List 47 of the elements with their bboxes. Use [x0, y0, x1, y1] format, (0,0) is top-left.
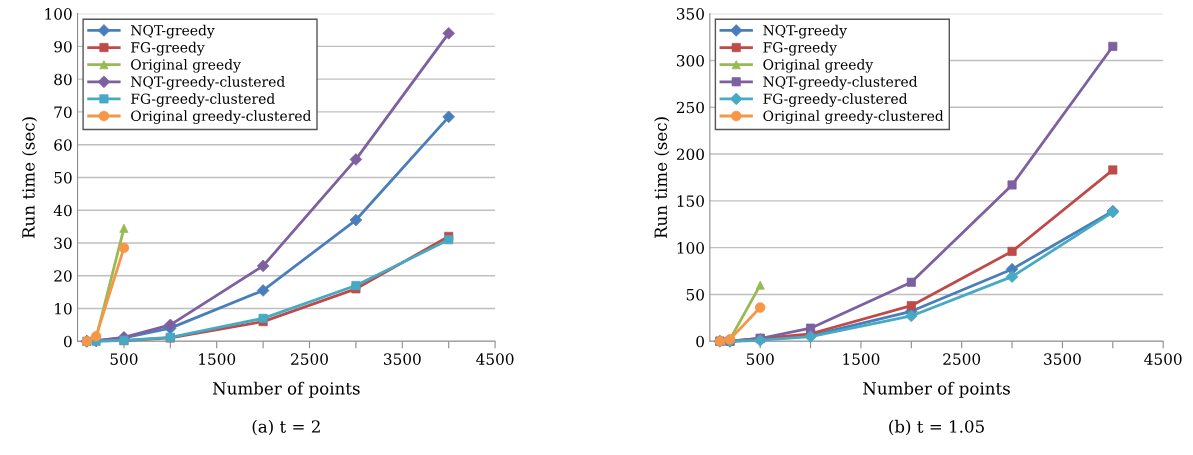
legend-label: FG-greedy-clustered [131, 93, 275, 107]
legend-label: NQT-greedy [131, 24, 215, 39]
y-tick-label: 90 [54, 40, 72, 53]
y-tick-label: 40 [53, 204, 72, 217]
y-tick-label: 30 [54, 237, 72, 249]
x-tick-label: 4500 [1144, 353, 1182, 365]
legend-label: Original greedy [131, 58, 241, 73]
x-axis-title: Number of points [212, 381, 360, 398]
legend-label: FG-greedy-clustered [763, 93, 908, 107]
x-tick-label: 4500 [476, 353, 514, 365]
y-tick-label: 350 [676, 8, 704, 20]
legend-label: FG-greedy [131, 41, 205, 56]
legend-label: NQT-greedy-clustered [763, 76, 918, 90]
y-tick-label: 100 [677, 242, 704, 254]
text: (b) t = 1.05 [889, 419, 984, 436]
legend-label: FG-greedy [763, 41, 837, 56]
y-axis-title: Run time (sec) [21, 117, 38, 239]
x-tick-label: 1500 [843, 353, 880, 365]
y-tick-label: 200 [676, 148, 704, 161]
y-tick-label: 70 [54, 106, 72, 118]
x-axis-title: Number of points [863, 381, 1010, 398]
x-tick-label: 500 [746, 353, 774, 365]
text: (a) t = 2 [252, 419, 320, 436]
y-tick-label: 20 [54, 270, 72, 282]
legend-label: Original greedy-clustered [763, 110, 944, 124]
y-tick-label: 300 [676, 54, 704, 67]
y-tick-label: 60 [54, 139, 72, 151]
x-tick-label: 1500 [199, 353, 236, 365]
y-tick-label: 250 [676, 101, 704, 114]
x-tick-label: 3500 [1044, 353, 1081, 365]
legend-label: Original greedy [763, 58, 874, 73]
legend-label: Original greedy-clustered [131, 110, 312, 124]
x-tick-label: 500 [110, 353, 138, 365]
y-axis-title: Run time (sec) [654, 117, 670, 239]
y-tick-label: 0 [63, 335, 72, 348]
x-tick-label: 3500 [384, 353, 421, 365]
x-tick-label: 2500 [943, 353, 981, 365]
y-tick-label: 0 [696, 335, 704, 348]
y-tick-label: 50 [54, 171, 72, 184]
y-tick-label: 10 [55, 302, 72, 315]
y-tick-label: 50 [686, 288, 704, 301]
y-tick-label: 80 [54, 73, 72, 86]
legend-label: NQT-greedy-clustered [131, 76, 285, 90]
y-tick-label: 100 [45, 8, 72, 20]
x-tick-label: 2500 [291, 353, 328, 365]
legend-label: NQT-greedy [763, 24, 847, 39]
y-tick-label: 150 [677, 195, 704, 207]
